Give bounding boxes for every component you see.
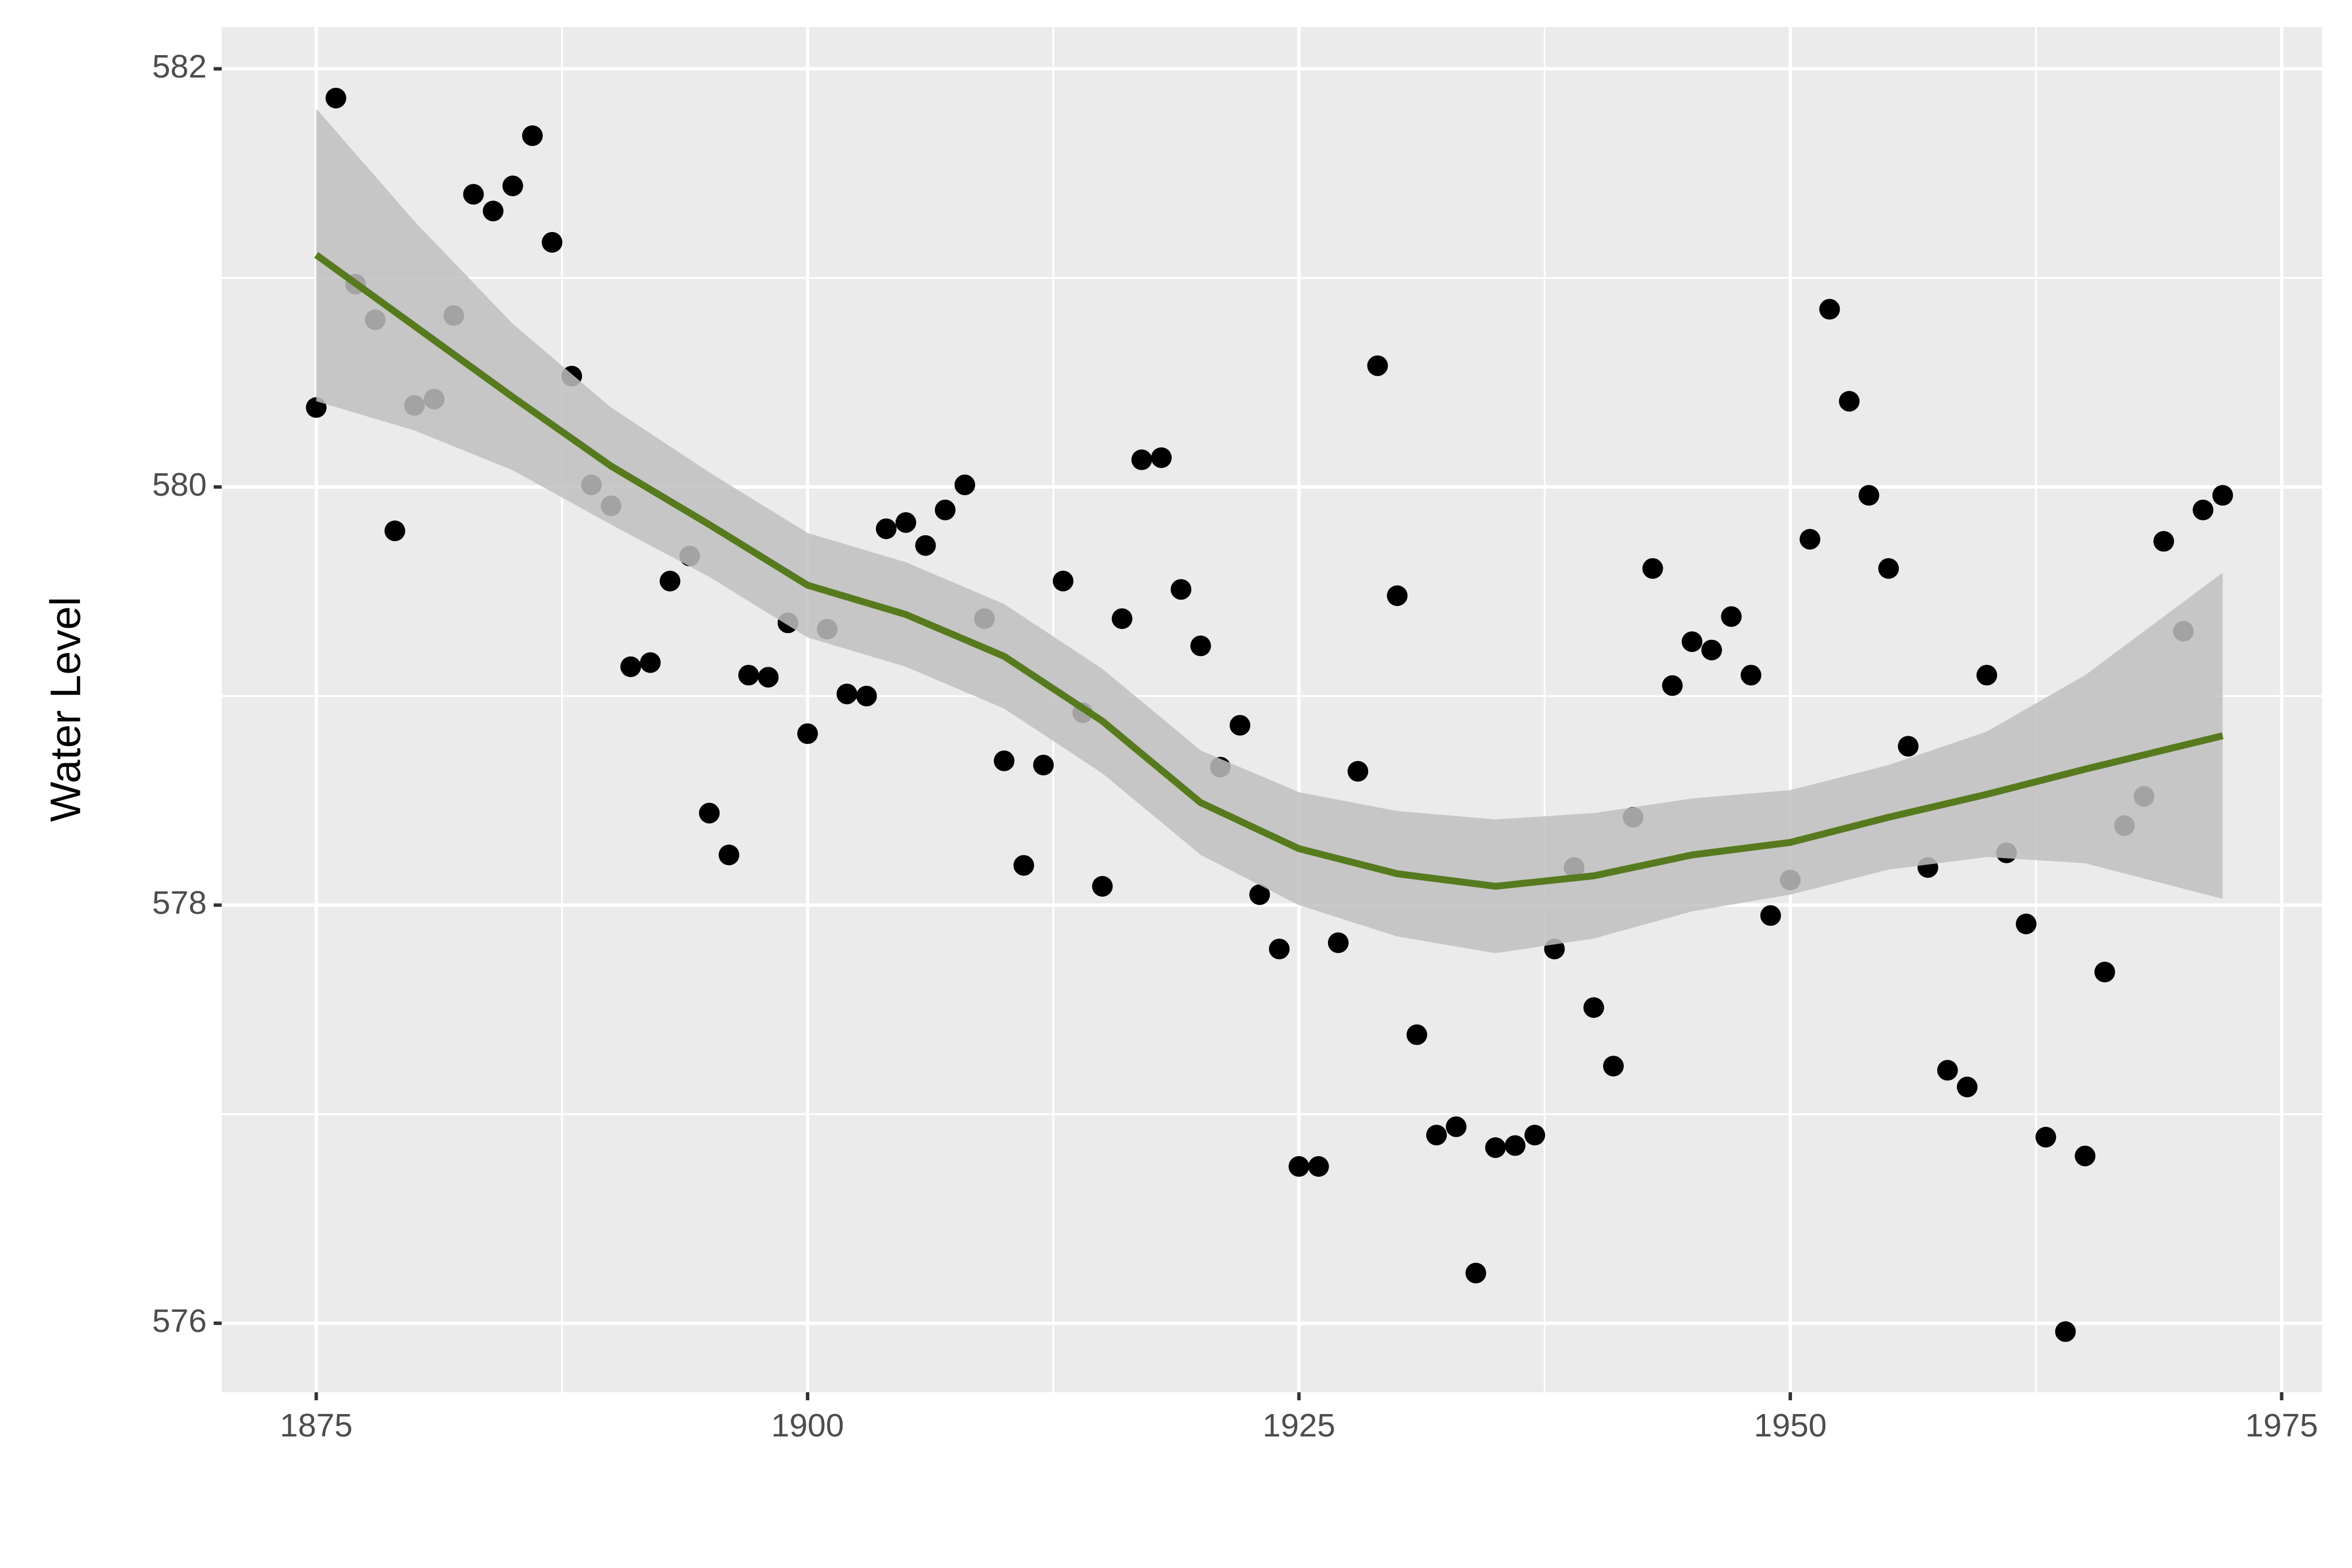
point: [1367, 355, 1388, 376]
point: [1151, 447, 1172, 468]
point: [463, 184, 484, 205]
y-tick-label: 578: [152, 885, 207, 921]
point: [2153, 531, 2175, 552]
y-tick-label: 576: [152, 1303, 207, 1339]
point: [1013, 855, 1034, 876]
point: [934, 499, 956, 520]
x-tick-label: 1900: [771, 1407, 844, 1444]
point: [1976, 665, 1998, 686]
point: [1819, 299, 1840, 320]
point: [1957, 1076, 1978, 1098]
point: [1269, 939, 1290, 960]
point: [1092, 876, 1113, 897]
point: [2015, 913, 2037, 934]
y-axis-title: Water Level: [42, 597, 90, 822]
point: [1701, 639, 1723, 661]
point: [1740, 665, 1762, 686]
point: [875, 518, 897, 539]
point: [1504, 1135, 1525, 1156]
point: [1937, 1060, 1958, 1081]
point: [994, 750, 1015, 771]
point: [659, 570, 681, 592]
point: [856, 685, 877, 706]
point: [2035, 1126, 2056, 1148]
point: [1229, 715, 1250, 736]
point: [1799, 528, 1821, 550]
point: [915, 535, 936, 556]
point: [1465, 1262, 1486, 1284]
point: [1760, 905, 1781, 926]
point: [2192, 499, 2214, 520]
point: [1446, 1116, 1467, 1137]
point: [758, 667, 779, 688]
point: [1033, 754, 1054, 775]
point: [1387, 585, 1408, 607]
x-tick-label: 1975: [2245, 1407, 2318, 1444]
point: [620, 656, 642, 677]
point: [1052, 570, 1073, 592]
point: [719, 844, 740, 866]
y-tick-label: 582: [152, 48, 207, 85]
point: [1308, 1156, 1329, 1177]
point: [1171, 579, 1192, 600]
point: [384, 520, 405, 542]
smooth-line: [314, 252, 2224, 890]
point: [2055, 1321, 2076, 1342]
point: [1406, 1024, 1427, 1045]
point: [836, 683, 858, 705]
point: [954, 474, 975, 496]
point: [1347, 760, 1369, 782]
point: [1662, 675, 1683, 696]
point: [2212, 485, 2233, 506]
x-tick-label: 1925: [1262, 1407, 1335, 1444]
point: [2075, 1145, 2096, 1167]
point: [325, 87, 346, 109]
point: [1249, 884, 1270, 905]
point: [738, 665, 759, 686]
point: [502, 175, 523, 196]
point: [522, 125, 543, 146]
point: [1327, 932, 1349, 953]
point: [1288, 1156, 1310, 1177]
point: [1524, 1125, 1546, 1146]
point: [797, 723, 818, 744]
point: [698, 802, 720, 824]
point: [1898, 736, 1919, 757]
point: [1878, 558, 1899, 579]
confidence-band: [316, 108, 2223, 953]
point: [2094, 961, 2115, 983]
point: [1190, 635, 1211, 656]
point: [1721, 606, 1742, 627]
point: [1426, 1125, 1447, 1146]
y-tick-label: 580: [152, 466, 207, 503]
point: [482, 200, 504, 222]
point: [1583, 997, 1604, 1018]
panel: [222, 27, 2322, 1392]
point: [1839, 391, 1860, 412]
point: [542, 231, 563, 253]
point: [1485, 1137, 1506, 1158]
x-tick-label: 1875: [280, 1407, 353, 1444]
point: [1681, 631, 1702, 652]
point: [1603, 1056, 1624, 1077]
point: [1131, 449, 1152, 470]
x-tick-label: 1950: [1754, 1407, 1827, 1444]
point: [1858, 485, 1879, 506]
point: [1642, 558, 1663, 579]
point: [1111, 608, 1133, 629]
point: [640, 652, 661, 673]
point: [895, 512, 917, 533]
